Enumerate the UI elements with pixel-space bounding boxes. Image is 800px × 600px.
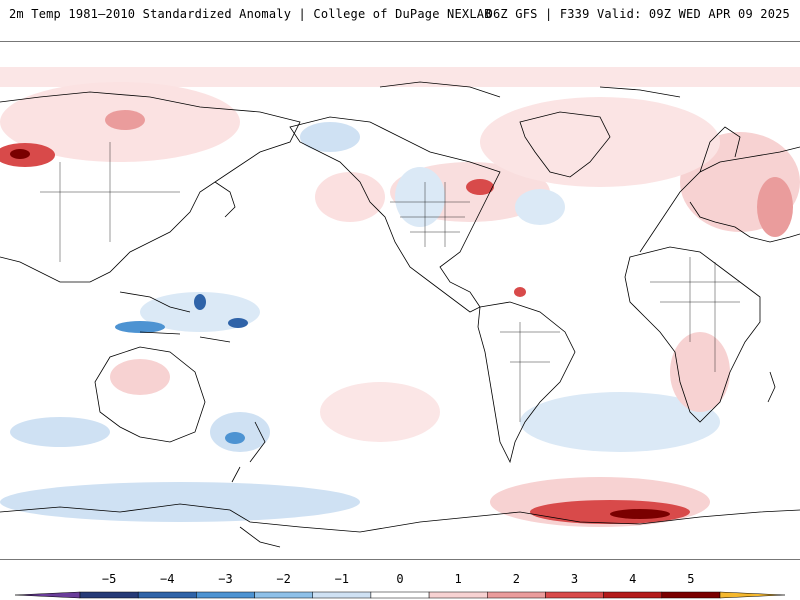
- colorbar-swatch: [370, 591, 430, 599]
- colorbar-tick-label: −3: [218, 572, 233, 586]
- colorbar-tick-label: 1: [454, 572, 462, 586]
- colorbar-tick-label: 4: [629, 572, 637, 586]
- colorbar-swatch: [661, 591, 721, 599]
- colorbar-max-arrow: [719, 591, 786, 599]
- colorbar: −5 −4 −3 −2 −1 0 1 2 3 4 5: [0, 570, 800, 600]
- anomaly-shading: [0, 67, 800, 527]
- colorbar-swatch: [487, 591, 546, 599]
- map-canvas: [0, 67, 800, 548]
- colorbar-svg: [14, 591, 786, 599]
- colorbar-swatch: [137, 591, 197, 599]
- colorbar-tick-label: 0: [396, 572, 404, 586]
- colorbar-tick-label: 3: [570, 572, 579, 586]
- anomaly-map: [0, 41, 800, 560]
- colorbar-tick-label: −1: [334, 572, 350, 586]
- strong-anomalies: [0, 110, 793, 524]
- colorbar-tick-label: −2: [276, 572, 291, 586]
- colorbar-swatch: [603, 591, 663, 599]
- map-title: 2m Temp 1981–2010 Standardized Anomaly |…: [9, 7, 492, 21]
- colorbar-tick-label: −4: [160, 572, 175, 586]
- colorbar-swatch: [79, 591, 139, 599]
- political-borders: [40, 142, 740, 422]
- colorbar-swatch: [428, 591, 488, 599]
- colorbar-swatches: [14, 591, 786, 599]
- colorbar-tick-label: −5: [101, 572, 117, 586]
- colorbar-swatch: [196, 591, 255, 599]
- coastlines: [0, 81, 800, 548]
- colorbar-swatch: [312, 591, 372, 599]
- colorbar-swatch: [545, 591, 604, 599]
- colorbar-swatch: [254, 591, 313, 599]
- model-run-info: 06Z GFS | F339 Valid: 09Z WED APR 09 202…: [485, 7, 790, 21]
- colorbar-min-arrow: [14, 591, 81, 599]
- colorbar-tick-label: 5: [687, 572, 695, 586]
- colorbar-tick-label: 2: [512, 572, 520, 586]
